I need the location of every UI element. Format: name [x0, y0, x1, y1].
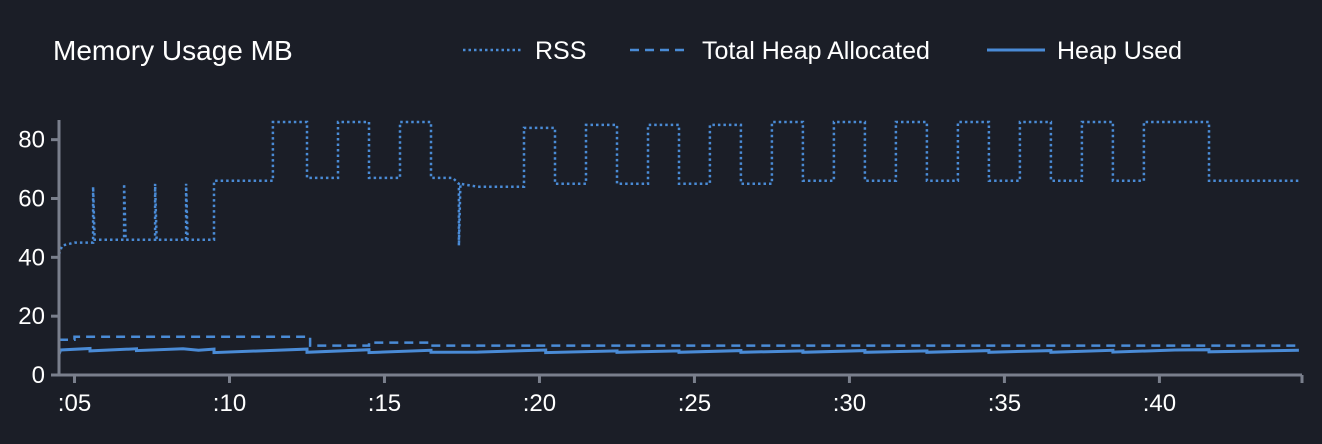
axes: 0 20 40 60 80 :05 :10 :15 :20 :25 :30 :35 :40: [18, 120, 1304, 417]
x-tick-label: :15: [368, 390, 401, 417]
y-tick-label: 0: [32, 362, 45, 389]
y-tick-label: 80: [18, 127, 45, 154]
x-tick-label: :30: [833, 390, 866, 417]
legend-label-heap-used: Heap Used: [1057, 37, 1182, 65]
x-tick-label: :10: [213, 390, 246, 417]
chart-title: Memory Usage MB: [53, 35, 293, 66]
x-tick-label: :40: [1143, 390, 1176, 417]
x-tick-label: :05: [58, 390, 91, 417]
y-tick-label: 60: [18, 185, 45, 212]
series-line-rss: [57, 120, 1299, 255]
y-tick-label: 20: [18, 303, 45, 330]
legend-label-total-heap-allocated: Total Heap Allocated: [702, 37, 930, 65]
plot-area: [57, 120, 1299, 355]
x-tick-label: :25: [678, 390, 711, 417]
series-line-heap-used: [57, 346, 1299, 355]
series-line-total-heap-allocated: [59, 335, 1299, 347]
legend-label-rss: RSS: [535, 37, 586, 65]
y-tick-label: 40: [18, 244, 45, 271]
x-tick-label: :35: [988, 390, 1021, 417]
x-tick-label: :20: [523, 390, 556, 417]
legend: RSS Total Heap Allocated Heap Used: [463, 37, 1182, 65]
